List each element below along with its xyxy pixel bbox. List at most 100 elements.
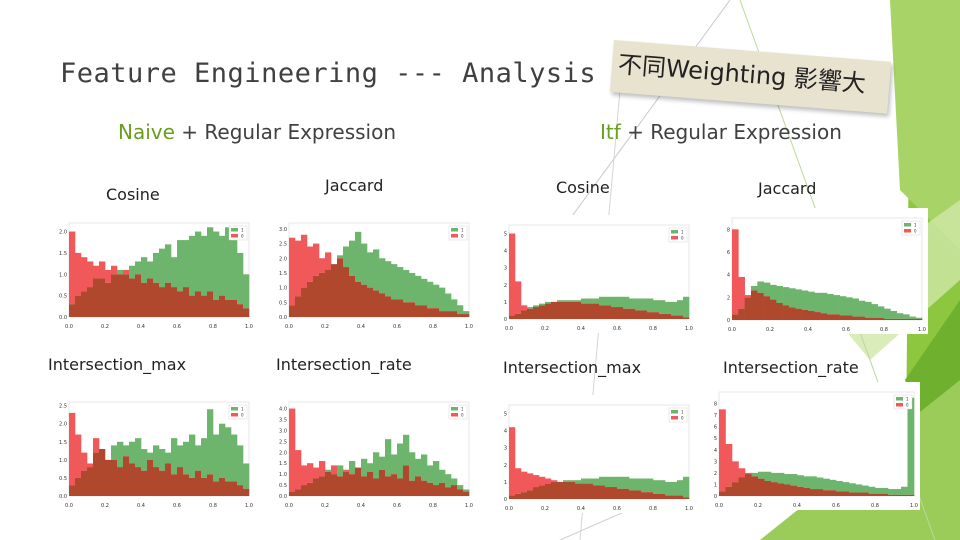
histogram-bar — [823, 478, 830, 491]
y-tick-label: 1.5 — [279, 461, 287, 467]
histogram-bar — [403, 270, 410, 303]
histogram-bar — [888, 489, 895, 495]
legend-swatch — [671, 416, 678, 420]
histogram-bar — [907, 397, 915, 495]
histogram-bar-overlap — [770, 299, 777, 320]
histogram-bar-overlap — [123, 274, 130, 317]
histogram-bar — [587, 478, 594, 484]
histogram-bar — [307, 246, 314, 282]
histogram-bar-overlap — [189, 295, 196, 317]
histogram-bar — [343, 469, 350, 472]
histogram-bar-overlap — [751, 476, 759, 496]
histogram-bar — [816, 477, 824, 490]
histogram-bar-overlap — [117, 467, 124, 496]
slide-title: Feature Engineering --- Analysis — [60, 58, 597, 89]
histogram-bar-overlap — [814, 312, 821, 320]
histogram-bar — [337, 465, 344, 477]
histogram-bar — [183, 240, 190, 288]
x-tick-label: 0.2 — [321, 503, 329, 509]
histogram-bar-overlap — [379, 293, 386, 317]
histogram-bar-overlap — [93, 278, 100, 317]
y-tick-label: 6 — [727, 250, 730, 256]
histogram-bar — [385, 439, 392, 477]
histogram-bar — [379, 456, 386, 470]
x-tick-label: 0.2 — [321, 324, 329, 330]
histogram-bar — [671, 301, 678, 316]
y-tick-label: 0.5 — [279, 483, 287, 489]
histogram-bar-overlap — [445, 311, 452, 317]
x-tick-label: 0.2 — [754, 503, 762, 509]
histogram-bar — [403, 434, 410, 466]
histogram-bar — [744, 295, 752, 298]
x-tick-label: 0.6 — [173, 324, 181, 330]
histogram-bar-overlap — [349, 474, 356, 496]
histogram-bar-overlap — [385, 476, 392, 496]
histogram-bar-overlap — [301, 287, 308, 317]
histogram-bar-overlap — [391, 299, 398, 317]
histogram-bar — [75, 252, 82, 296]
histogram-bar — [605, 476, 612, 488]
histogram-bar — [219, 235, 226, 296]
histogram-bar-overlap — [153, 467, 160, 496]
x-tick-label: 0.0 — [65, 503, 73, 509]
histogram-bar-overlap — [99, 449, 106, 496]
legend-label: 1 — [906, 397, 909, 402]
y-tick-label: 2.0 — [279, 256, 287, 262]
histogram-bar — [808, 291, 815, 311]
histogram-bar-overlap — [732, 482, 739, 496]
histogram-bar — [117, 270, 124, 275]
x-tick-label: 0.0 — [505, 506, 513, 512]
histogram-bar-overlap — [551, 301, 558, 319]
histogram-bar — [331, 465, 338, 475]
y-tick-label: 0 — [504, 497, 507, 503]
histogram-bar-overlap — [457, 314, 464, 317]
histogram-bar — [135, 261, 142, 275]
histogram-bar-overlap — [623, 488, 630, 499]
histogram-bar-overlap — [201, 477, 208, 496]
histogram-bar-overlap — [539, 485, 546, 499]
histogram-bar — [207, 409, 214, 475]
y-tick-label: 1.5 — [59, 440, 67, 446]
histogram-bar — [81, 452, 88, 471]
histogram-bar-overlap — [373, 290, 380, 317]
y-tick-label: 3 — [714, 459, 717, 465]
histogram-bar-overlap — [605, 487, 612, 499]
y-tick-label: 2.0 — [279, 450, 287, 456]
histogram-bar — [171, 257, 178, 288]
histogram-bar — [289, 237, 296, 306]
histogram-bar — [439, 469, 446, 483]
y-tick-label: 1 — [504, 480, 507, 486]
histogram-bar-overlap — [439, 311, 446, 317]
histogram-bar-overlap — [862, 492, 869, 496]
histogram-bar — [213, 231, 220, 300]
histogram-bar-overlap — [782, 305, 790, 320]
histogram-bar-overlap — [868, 493, 876, 496]
histogram-bar — [457, 485, 464, 490]
histogram-bar — [855, 484, 863, 493]
histogram-bar-overlap — [617, 488, 624, 499]
legend-label: 1 — [241, 407, 244, 412]
histogram-bar — [445, 293, 452, 312]
histogram-bar-overlap — [509, 315, 516, 319]
histogram-bar — [569, 300, 576, 302]
histogram-bar — [129, 441, 136, 464]
y-tick-label: 0.5 — [59, 476, 67, 482]
histogram-bar-overlap — [836, 491, 843, 496]
histogram-bar — [533, 475, 540, 488]
histogram-bar-overlap — [331, 264, 338, 317]
y-tick-label: 2 — [504, 283, 507, 289]
histogram-bar-overlap — [129, 278, 136, 317]
histogram-bar-overlap — [875, 493, 882, 496]
histogram-bar-overlap — [521, 492, 528, 499]
histogram-bar — [623, 476, 630, 489]
histogram-bar-overlap — [295, 489, 302, 496]
histogram-bar-overlap — [301, 485, 308, 496]
histogram-bar-overlap — [159, 470, 166, 496]
x-tick-label: 0.4 — [137, 324, 145, 330]
legend-swatch — [904, 229, 911, 233]
histogram-bar-overlap — [451, 485, 458, 496]
histogram-bar — [117, 441, 124, 468]
histogram-bar-overlap — [551, 481, 558, 499]
histogram-bar — [409, 272, 416, 303]
histogram-bar — [463, 311, 470, 315]
